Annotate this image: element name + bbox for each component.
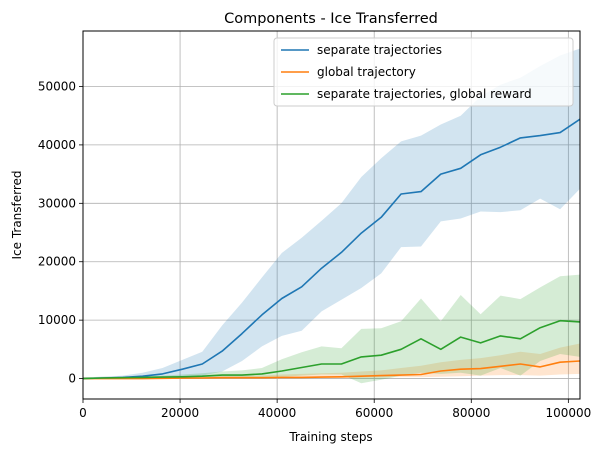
legend-label-3: separate trajectories, global reward: [317, 87, 532, 101]
legend-box: [273, 37, 574, 107]
band-series-1: [83, 48, 580, 379]
x-tick-label: 20000: [161, 406, 199, 420]
x-tick-label: 60000: [355, 406, 393, 420]
y-tick-label: 50000: [38, 79, 76, 93]
y-tick-label: 10000: [38, 313, 76, 327]
x-tick-label: 40000: [258, 406, 296, 420]
line-series-3: [82, 319, 581, 380]
chart-title: Components - Ice Transferred: [224, 11, 438, 27]
x-tick-label: 80000: [452, 406, 490, 420]
plot-frame: [82, 30, 581, 400]
y-tick-label: 30000: [38, 196, 76, 210]
y-axis-label: Ice Transferred: [10, 170, 24, 259]
legend: separate trajectories global trajectory se…: [273, 37, 574, 107]
legend-label-2: global trajectory: [317, 65, 416, 79]
band-series-3: [83, 274, 580, 384]
line-series-2: [83, 360, 581, 380]
line-series-1: [82, 118, 581, 380]
x-tick-label: 0: [79, 406, 87, 420]
series-lines: [82, 118, 581, 380]
axis-ticks: 0 20000 40000 60000 80000 100000 0 10000 20000 30…: [38, 79, 591, 420]
x-axis-label: Training steps: [288, 430, 372, 444]
y-tick-label: 40000: [38, 138, 76, 152]
y-tick-label: 20000: [38, 255, 76, 269]
y-tick-label: 0: [68, 372, 76, 386]
legend-label-1: separate trajectories: [317, 43, 442, 57]
x-tick-label: 100000: [545, 406, 591, 420]
